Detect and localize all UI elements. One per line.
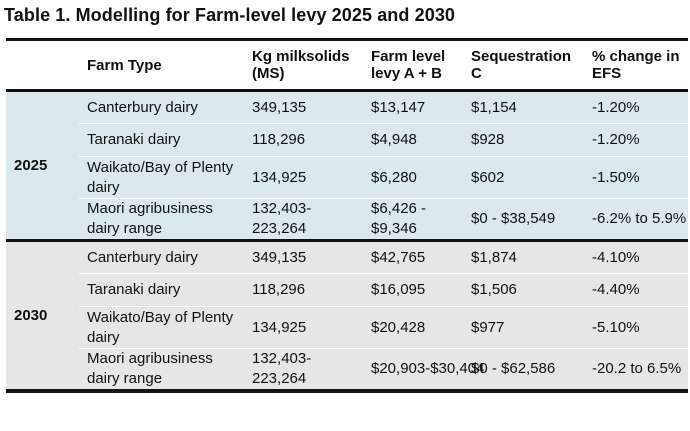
sequestration-cell: $1,506 [463,273,584,307]
sequestration-cell: $602 [463,156,584,199]
group-2030: 2030 Canterbury dairy 349,135 $42,765 $1… [6,239,688,393]
milksolids-cell: 118,296 [244,273,363,307]
levy-cell: $16,095 [363,273,463,307]
levy-table: Farm Type Kg milksolids (MS) Farm level … [6,38,688,393]
levy-cell: $20,428 [363,306,463,349]
milksolids-cell: 349,135 [244,89,363,124]
efs-change-cell: -4.40% [584,273,688,307]
levy-cell: $6,426 - $9,346 [363,198,463,241]
efs-change-cell: -1.20% [584,123,688,157]
header-kg-milksolids: Kg milksolids (MS) [244,38,363,91]
header-year-col [6,38,79,91]
header-farm-levy: Farm level levy A + B [363,38,463,91]
table-row: 2030 Canterbury dairy 349,135 $42,765 $1… [6,239,688,393]
year-label: 2025 [6,89,79,241]
milksolids-cell: 134,925 [244,306,363,349]
milksolids-cell: 132,403-223,264 [244,348,363,393]
milksolids-cell: 134,925 [244,156,363,199]
table-row: Taranaki dairy 118,296 $16,095 $1,506 -4… [6,273,688,307]
farm-type-cell: Canterbury dairy [79,239,244,274]
milksolids-cell: 118,296 [244,123,363,157]
year-label: 2030 [6,239,79,393]
levy-cell: $20,903-$30,404 [363,348,484,393]
table-row: Taranaki dairy 118,296 $4,948 $928 -1.20… [6,123,688,157]
sequestration-cell: $1,874 [463,239,584,274]
efs-change-cell: -4.10% [584,239,688,274]
efs-change-cell: -1.20% [584,89,688,124]
efs-change-cell: -1.50% [584,156,688,199]
header-efs-change: % change in EFS [584,38,688,91]
efs-change-cell: -20.2 to 6.5% [584,348,688,393]
milksolids-cell: 349,135 [244,239,363,274]
sequestration-cell: $0 - $62,586 [463,348,584,393]
table-title: Table 1. Modelling for Farm-level levy 2… [4,5,456,25]
table-header: Farm Type Kg milksolids (MS) Farm level … [6,38,688,91]
header-sequestration: Sequestration C [463,38,584,91]
efs-change-cell: -6.2% to 5.9% [584,198,688,241]
table-row: Waikato/Bay of Plenty dairy 134,925 $20,… [6,306,688,349]
levy-cell: $13,147 [363,89,463,124]
efs-change-cell: -5.10% [584,306,688,349]
sequestration-cell: $928 [463,123,584,157]
sequestration-cell: $977 [463,306,584,349]
header-row: Farm Type Kg milksolids (MS) Farm level … [6,38,688,91]
farm-type-cell: Maori agribusiness dairy range [79,348,244,393]
farm-type-cell: Taranaki dairy [79,123,244,157]
table-row: 2025 Canterbury dairy 349,135 $13,147 $1… [6,89,688,241]
group-2025: 2025 Canterbury dairy 349,135 $13,147 $1… [6,89,688,241]
table-row: Waikato/Bay of Plenty dairy 134,925 $6,2… [6,156,688,199]
milksolids-cell: 132,403-223,264 [244,198,363,241]
farm-type-cell: Canterbury dairy [79,89,244,124]
table-row: Maori agribusiness dairy range 132,403-2… [6,198,688,241]
header-farm-type: Farm Type [79,38,244,91]
farm-type-cell: Waikato/Bay of Plenty dairy [79,306,244,349]
sequestration-cell: $1,154 [463,89,584,124]
table-row: Maori agribusiness dairy range 132,403-2… [6,348,688,393]
farm-type-cell: Taranaki dairy [79,273,244,307]
levy-cell: $42,765 [363,239,463,274]
sequestration-cell: $0 - $38,549 [463,198,584,241]
levy-cell: $4,948 [363,123,463,157]
farm-type-cell: Maori agribusiness dairy range [79,198,244,241]
levy-cell: $6,280 [363,156,463,199]
farm-type-cell: Waikato/Bay of Plenty dairy [79,156,244,199]
